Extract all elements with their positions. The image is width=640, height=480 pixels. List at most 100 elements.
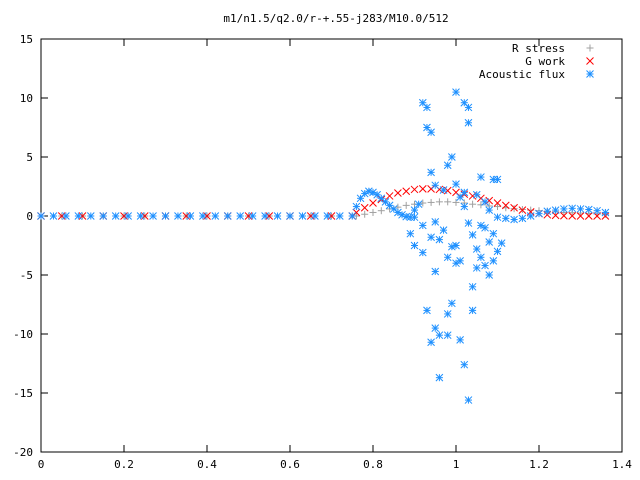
- data-point: [298, 212, 307, 220]
- x-tick-label: 0.2: [114, 458, 134, 471]
- data-point: [418, 221, 427, 230]
- data-point: [360, 203, 369, 212]
- data-point: [443, 161, 452, 170]
- data-point: [560, 205, 568, 213]
- data-point: [423, 103, 431, 112]
- chart-title: m1/n1.5/q2.0/r-+.55-j283/M10.0/512: [223, 12, 448, 25]
- legend-label-acoustic-flux: Acoustic flux: [479, 68, 565, 81]
- data-point: [460, 188, 469, 197]
- data-point: [161, 212, 170, 220]
- data-point: [410, 213, 419, 222]
- y-tick-label: 10: [20, 92, 33, 105]
- data-point: [477, 201, 485, 209]
- data-point: [494, 203, 501, 211]
- data-point: [99, 212, 108, 220]
- data-point: [37, 212, 45, 220]
- data-point: [464, 219, 473, 227]
- data-point: [493, 175, 502, 184]
- x-axis: 0 0.2 0.4 0.6 0.8 1 1.2 1.4: [38, 39, 632, 471]
- data-point: [493, 247, 502, 256]
- y-tick-label: 0: [26, 210, 33, 223]
- data-point: [468, 306, 477, 315]
- x-tick-label: 1.4: [612, 458, 632, 471]
- data-point: [311, 212, 319, 220]
- data-point: [439, 226, 448, 235]
- data-point: [410, 241, 419, 250]
- data-point: [398, 210, 406, 219]
- data-point: [489, 229, 498, 238]
- data-point: [427, 168, 435, 177]
- data-point: [576, 212, 585, 220]
- data-point: [510, 205, 518, 213]
- data-point: [518, 206, 527, 214]
- data-point: [431, 181, 440, 190]
- data-point: [477, 253, 485, 262]
- data-point: [601, 208, 610, 217]
- data-point: [427, 338, 435, 347]
- data-point: [49, 212, 58, 220]
- data-point: [410, 185, 419, 194]
- legend-entry-g-work: G work: [525, 55, 594, 68]
- data-point: [443, 310, 452, 318]
- data-point: [456, 336, 465, 344]
- x-tick-label: 0.6: [280, 458, 300, 471]
- data-point: [444, 198, 452, 206]
- data-point: [418, 98, 427, 107]
- data-point: [485, 206, 494, 214]
- y-tick-label: -5: [20, 269, 33, 282]
- data-point: [414, 200, 423, 209]
- plot-frame: [40, 38, 623, 453]
- data-point: [497, 239, 506, 247]
- data-point: [273, 212, 282, 220]
- data-point: [286, 212, 294, 220]
- data-point: [452, 180, 460, 188]
- data-point: [186, 212, 195, 220]
- data-point: [510, 203, 518, 212]
- data-point: [593, 206, 601, 215]
- data-point: [352, 202, 361, 211]
- data-point: [361, 210, 369, 218]
- legend-marker: [586, 44, 594, 52]
- series-acoustic-flux: [37, 88, 610, 404]
- data-point: [406, 229, 415, 238]
- data-point: [236, 212, 245, 220]
- data-point: [323, 212, 332, 220]
- data-point: [481, 261, 489, 270]
- data-point: [335, 212, 344, 220]
- data-point: [124, 212, 133, 220]
- y-axis: 15 10 5 0 -5 -10 -15 -20: [13, 33, 622, 459]
- data-point: [493, 213, 502, 222]
- data-point: [584, 212, 593, 220]
- data-point: [443, 331, 452, 340]
- data-point: [560, 211, 568, 220]
- data-point: [543, 207, 552, 216]
- data-point: [447, 153, 456, 161]
- x-tick-label: 1: [453, 458, 460, 471]
- data-point: [447, 299, 456, 308]
- data-point: [431, 324, 440, 332]
- data-point: [74, 212, 83, 220]
- data-point: [86, 212, 95, 220]
- data-point: [477, 221, 485, 230]
- data-point: [431, 218, 440, 226]
- data-point: [427, 128, 435, 137]
- data-point: [481, 197, 489, 206]
- x-tick-label: 1.2: [529, 458, 549, 471]
- y-tick-label: 5: [26, 151, 33, 164]
- data-point: [493, 199, 502, 207]
- data-point: [460, 360, 469, 369]
- legend-entry-r-stress: R stress: [512, 42, 594, 55]
- x-tick-label: 0: [38, 458, 45, 471]
- y-tick-label: 15: [20, 33, 33, 46]
- y-tick-label: -10: [13, 328, 33, 341]
- data-point: [501, 201, 510, 210]
- series-layer: [37, 88, 610, 404]
- data-point: [149, 212, 157, 220]
- data-point: [423, 306, 431, 315]
- data-point: [568, 212, 577, 220]
- data-point: [435, 235, 444, 244]
- x-tick-label: 0.8: [363, 458, 383, 471]
- data-point: [211, 212, 220, 220]
- data-point: [62, 212, 70, 220]
- data-point: [584, 205, 593, 214]
